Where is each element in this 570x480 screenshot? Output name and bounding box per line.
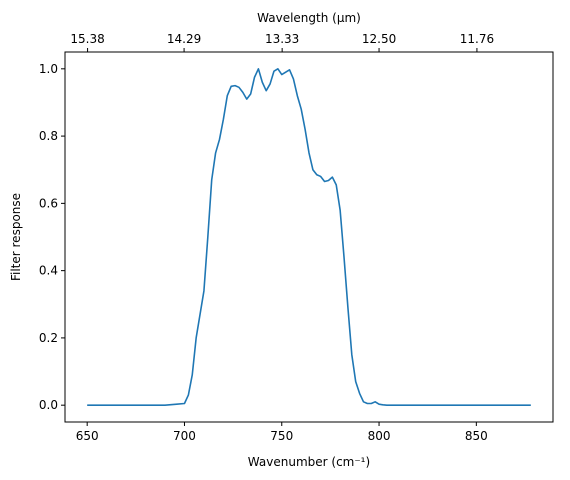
- x-tick-label: 850: [465, 429, 488, 443]
- y-tick-label: 0.6: [39, 196, 58, 210]
- top-tick-label: 11.76: [460, 32, 494, 46]
- y-tick-label: 1.0: [39, 62, 58, 76]
- x-axis-label: Wavenumber (cm⁻¹): [248, 455, 370, 469]
- y-axis-ticks: 0.0 0.2 0.4 0.6 0.8 1.0: [39, 62, 65, 412]
- x-tick-label: 650: [76, 429, 99, 443]
- top-axis-label: Wavelength (μm): [257, 11, 361, 25]
- series-line-0: [87, 68, 531, 406]
- top-tick-label: 14.29: [167, 32, 201, 46]
- chart-marks: [87, 68, 531, 406]
- top-tick-label: 13.33: [265, 32, 299, 46]
- y-axis-label: Filter response: [9, 193, 23, 281]
- plot-area: [65, 52, 553, 422]
- x-tick-label: 800: [368, 429, 391, 443]
- x-axis-ticks: 650 700 750 800 850: [76, 422, 488, 443]
- x-tick-label: 750: [270, 429, 293, 443]
- y-tick-label: 0.2: [39, 331, 58, 345]
- y-tick-label: 0.0: [39, 398, 58, 412]
- top-tick-label: 15.38: [70, 32, 104, 46]
- y-tick-label: 0.4: [39, 264, 58, 278]
- x-tick-label: 700: [173, 429, 196, 443]
- y-tick-label: 0.8: [39, 129, 58, 143]
- top-axis-ticks: 15.38 14.29 13.33 12.50 11.76: [70, 32, 494, 52]
- top-tick-label: 12.50: [362, 32, 396, 46]
- plot-frame: [64, 51, 554, 423]
